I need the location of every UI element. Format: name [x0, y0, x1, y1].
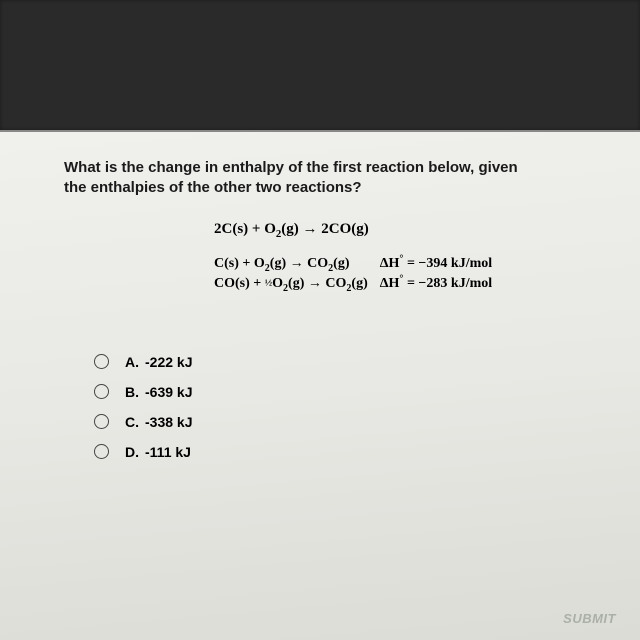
submit-button[interactable]: SUBMIT: [563, 611, 616, 626]
option-a[interactable]: A. -222 kJ: [94, 354, 592, 370]
option-text: -639 kJ: [145, 384, 192, 400]
reaction-row-1: C(s) + O2(g) → CO2(g) ΔH° = −394 kJ/mol: [214, 254, 504, 274]
reaction-row-2: CO(s) + ½O2(g) → CO2(g) ΔH° = −283 kJ/mo…: [214, 274, 504, 294]
radio-icon[interactable]: [94, 354, 109, 369]
option-label: B.: [125, 384, 139, 400]
option-label: C.: [125, 414, 139, 430]
answer-options: A. -222 kJ B. -639 kJ C. -338 kJ D. -111…: [94, 354, 592, 460]
radio-icon[interactable]: [94, 384, 109, 399]
reaction-2-enthalpy: ΔH° = −283 kJ/mol: [380, 274, 504, 294]
given-reactions: C(s) + O2(g) → CO2(g) ΔH° = −394 kJ/mol …: [214, 254, 504, 294]
option-c[interactable]: C. -338 kJ: [94, 414, 592, 430]
option-label: D.: [125, 444, 139, 460]
option-label: A.: [125, 354, 139, 370]
option-text: -111 kJ: [145, 444, 191, 460]
reaction-2-equation: CO(s) + ½O2(g) → CO2(g): [214, 274, 380, 294]
quiz-screen: What is the change in enthalpy of the fi…: [0, 130, 640, 640]
dark-header-strip: [0, 0, 640, 130]
option-text: -222 kJ: [145, 354, 192, 370]
option-text: -338 kJ: [145, 414, 192, 430]
option-d[interactable]: D. -111 kJ: [94, 444, 592, 460]
target-reaction: 2C(s) + O2(g) → 2CO(g): [214, 221, 592, 238]
radio-icon[interactable]: [94, 414, 109, 429]
equation-block: 2C(s) + O2(g) → 2CO(g) C(s) + O2(g) → CO…: [214, 221, 592, 294]
reaction-1-equation: C(s) + O2(g) → CO2(g): [214, 254, 380, 274]
reaction-1-enthalpy: ΔH° = −394 kJ/mol: [380, 254, 504, 274]
radio-icon[interactable]: [94, 444, 109, 459]
question-text: What is the change in enthalpy of the fi…: [64, 158, 544, 199]
option-b[interactable]: B. -639 kJ: [94, 384, 592, 400]
